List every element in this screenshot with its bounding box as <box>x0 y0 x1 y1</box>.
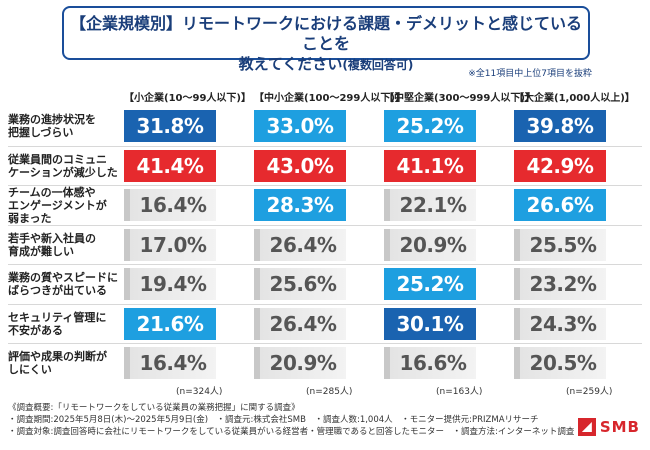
column-header: 【大企業(1,000人以上)】 <box>514 93 635 104</box>
row-divider <box>8 224 642 226</box>
row-divider <box>8 343 642 344</box>
data-value-label: 26.6% <box>526 193 594 217</box>
data-value-label: 25.2% <box>396 272 464 296</box>
data-value-label: 19.4% <box>139 272 207 296</box>
data-value-label: 39.8% <box>526 114 594 138</box>
data-value-label: 42.9% <box>526 153 594 178</box>
data-value-label: 22.1% <box>399 193 467 217</box>
data-value-label: 26.4% <box>269 232 337 257</box>
logo: SMB <box>577 418 640 436</box>
title-line-2-main: 教えてください <box>238 55 343 73</box>
title-line-1: 【企業規模別】リモートワークにおける課題・デメリットと感じていることを <box>69 14 582 53</box>
data-value-label: 20.9% <box>269 351 337 375</box>
data-value-label: 41.1% <box>396 153 464 178</box>
row-label: 従業員間のコミュニ ケーションが減少した <box>8 152 118 179</box>
row-label: 若手や新入社員の 育成が難しい <box>8 231 96 258</box>
data-bar: 41.4% <box>124 149 216 182</box>
data-value-label: 20.5% <box>529 351 597 375</box>
row-label: 業務の進捗状況を 把握しづらい <box>8 113 96 139</box>
data-bar: 20.9% <box>384 228 476 261</box>
data-value-label: 31.8% <box>136 114 204 138</box>
data-value-label: 17.0% <box>139 232 207 257</box>
data-bar: 19.4% <box>124 268 216 300</box>
data-value-label: 26.4% <box>269 311 337 336</box>
data-bar: 25.2% <box>384 268 476 300</box>
smb-logo-icon <box>577 418 596 436</box>
data-value-label: 23.2% <box>529 272 597 296</box>
data-bar: 20.9% <box>254 347 346 379</box>
row-label: 業務の質やスピードに ばらつきが出ている <box>8 271 118 297</box>
data-value-label: 24.3% <box>529 311 597 336</box>
row-label: 評価や成果の判断が しにくい <box>8 350 107 376</box>
data-value-label: 20.9% <box>399 232 467 257</box>
data-value-label: 33.0% <box>266 114 334 138</box>
data-value-label: 30.1% <box>396 311 464 336</box>
footer-line-3: ・調査対象:調査回答時に会社にリモートワークをしている従業員がいる経営者・管理職… <box>8 427 575 437</box>
data-value-label: 16.4% <box>139 351 207 375</box>
data-value-label: 16.4% <box>139 193 207 217</box>
data-value-label: 41.4% <box>136 153 204 178</box>
data-bar: 39.8% <box>514 110 606 142</box>
data-bar: 25.2% <box>384 110 476 142</box>
data-value-label: 25.6% <box>269 272 337 296</box>
footer-line-1: 《調査概要:「リモートワークをしている従業員の業務把握」に関する調査》 <box>8 403 300 413</box>
column-header: 【中堅企業(300〜999人以下)】 <box>384 93 535 104</box>
data-bar: 25.5% <box>514 228 606 261</box>
footer-line-2: ・調査期間:2025年5月8日(木)〜2025年5月9日(金) ・調査元:株式会… <box>8 415 539 425</box>
title-line-2-sub: (複数回答可) <box>342 58 414 72</box>
data-value-label: 21.6% <box>136 311 204 336</box>
data-bar: 43.0% <box>254 149 346 182</box>
data-bar: 42.9% <box>514 149 606 182</box>
data-bar: 21.6% <box>124 307 216 340</box>
data-value-label: 25.2% <box>396 114 464 138</box>
data-bar: 22.1% <box>384 189 476 221</box>
data-bar: 26.4% <box>254 228 346 261</box>
row-divider <box>8 185 642 186</box>
data-bar: 31.8% <box>124 110 216 142</box>
data-value-label: 43.0% <box>266 153 334 178</box>
column-header: 【中小企業(100〜299人以下)】 <box>254 93 405 104</box>
row-divider <box>8 145 642 147</box>
data-bar: 17.0% <box>124 228 216 261</box>
logo-text: SMB <box>599 418 640 436</box>
data-bar: 28.3% <box>254 189 346 221</box>
data-bar: 23.2% <box>514 268 606 300</box>
footer: 《調査概要:「リモートワークをしている従業員の業務把握」に関する調査》 ・調査期… <box>8 402 574 438</box>
data-bar: 33.0% <box>254 110 346 142</box>
sample-size-label: (n=324人) <box>176 387 223 397</box>
title-line-2: 教えてください(複数回答可) <box>64 54 588 75</box>
data-bar: 16.4% <box>124 347 216 379</box>
row-label: セキュリティ管理に 不安がある <box>8 310 107 337</box>
data-value-label: 16.6% <box>399 351 467 375</box>
row-divider <box>8 303 642 305</box>
data-bar: 26.4% <box>254 307 346 340</box>
data-bar: 25.6% <box>254 268 346 300</box>
sample-size-label: (n=163人) <box>436 387 483 397</box>
row-label: チームの一体感や エンゲージメントが 弱まった <box>8 185 107 225</box>
data-value-label: 28.3% <box>266 193 334 217</box>
data-bar: 20.5% <box>514 347 606 379</box>
data-bar: 41.1% <box>384 149 476 182</box>
note: ※全11項目中上位7項目を抜粋 <box>468 69 592 79</box>
row-divider <box>8 264 642 265</box>
data-value-label: 25.5% <box>529 232 597 257</box>
data-bar: 30.1% <box>384 307 476 340</box>
column-header: 【小企業(10〜99人以下)】 <box>124 93 251 104</box>
data-bar: 24.3% <box>514 307 606 340</box>
data-bar: 26.6% <box>514 189 606 221</box>
sample-size-label: (n=285人) <box>306 387 353 397</box>
sample-size-label: (n=259人) <box>566 387 613 397</box>
title-box: 【企業規模別】リモートワークにおける課題・デメリットと感じていることを 教えてく… <box>62 6 590 73</box>
data-bar: 16.4% <box>124 189 216 221</box>
data-bar: 16.6% <box>384 347 476 379</box>
